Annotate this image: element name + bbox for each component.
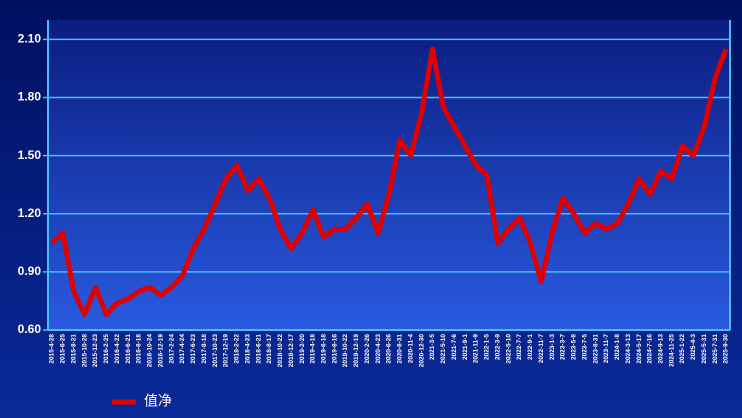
x-tick-label: 2017-4-24 xyxy=(179,334,186,364)
x-tick-label: 2020-8-31 xyxy=(397,334,404,364)
x-tick-label: 2023-5-8 xyxy=(571,334,578,360)
x-tick-label: 2015-4-28 xyxy=(49,334,56,364)
x-tick-label: 2024-5-17 xyxy=(636,334,643,364)
x-tick-label: 2024-7-16 xyxy=(647,334,654,364)
x-tick-label: 2018-2-22 xyxy=(234,334,241,364)
x-tick-label: 2023-3-7 xyxy=(560,334,567,360)
x-tick-label: 2019-2-20 xyxy=(299,334,306,364)
x-tick-label: 2024-11-25 xyxy=(668,334,675,367)
x-tick-label: 2017-6-23 xyxy=(190,334,197,364)
x-tick-label: 2020-11-4 xyxy=(407,334,414,364)
x-tick-label: 2020-6-26 xyxy=(386,334,393,364)
x-tick-label: 2022-9-1 xyxy=(527,334,534,360)
x-tick-label: 2019-10-22 xyxy=(342,334,349,368)
x-tick-label: 2025-1-22 xyxy=(679,334,686,364)
x-tick-label: 2022-1-5 xyxy=(484,334,491,360)
x-tick-label: 2017-10-23 xyxy=(212,334,219,368)
y-tick-label: 0.90 xyxy=(18,264,42,278)
x-tick-label: 2023-7-5 xyxy=(581,334,588,360)
x-tick-label: 2024-3-13 xyxy=(625,334,632,364)
legend-label: 值净 xyxy=(144,393,172,409)
x-tick-label: 2025-7-31 xyxy=(712,334,719,364)
x-tick-label: 2015-8-21 xyxy=(70,334,77,364)
x-tick-label: 2020-4-23 xyxy=(375,334,382,364)
x-tick-label: 2020-2-26 xyxy=(364,334,371,364)
x-tick-label: 2016-6-21 xyxy=(125,334,132,364)
x-tick-label: 2024-9-13 xyxy=(657,334,664,364)
x-tick-label: 2017-8-18 xyxy=(201,334,208,364)
y-tick-label: 1.20 xyxy=(18,206,42,220)
x-tick-label: 2015-12-23 xyxy=(92,334,99,368)
x-tick-label: 2017-12-19 xyxy=(223,334,230,368)
y-tick-label: 0.60 xyxy=(18,322,42,336)
x-tick-label: 2018-10-22 xyxy=(277,334,284,368)
x-tick-label: 2022-3-9 xyxy=(494,334,501,360)
plot-area xyxy=(48,20,730,330)
x-tick-label: 2018-6-21 xyxy=(255,334,262,364)
x-tick-label: 2016-12-19 xyxy=(157,334,164,368)
x-tick-label: 2021-11-9 xyxy=(473,334,480,364)
x-tick-label: 2016-8-18 xyxy=(136,334,143,364)
x-tick-label: 2022-7-7 xyxy=(516,334,523,360)
x-tick-label: 2023-8-31 xyxy=(592,334,599,364)
x-tick-label: 2025-4-3 xyxy=(690,334,697,360)
x-tick-label: 2022-5-10 xyxy=(505,334,512,364)
x-tick-label: 2021-7-6 xyxy=(451,334,458,360)
x-tick-label: 2016-4-22 xyxy=(114,334,121,364)
x-tick-label: 2025-5-31 xyxy=(701,334,708,364)
series-line xyxy=(50,46,729,317)
x-tick-label: 2023-1-3 xyxy=(549,334,556,360)
x-tick-label: 2016-2-25 xyxy=(103,334,110,364)
x-tick-label: 2023-11-7 xyxy=(603,334,610,364)
x-tick-label: 2015-6-25 xyxy=(60,334,67,364)
y-tick-label: 1.80 xyxy=(18,90,42,104)
x-tick-label: 2018-12-17 xyxy=(288,334,295,368)
x-tick-label: 2024-1-8 xyxy=(614,334,621,360)
x-tick-label: 2021-5-10 xyxy=(440,334,447,364)
x-tick-label: 2019-12-19 xyxy=(353,334,360,368)
x-tick-label: 2021-9-1 xyxy=(462,334,469,360)
x-tick-label: 2016-10-24 xyxy=(147,334,154,368)
x-tick-label: 2015-10-28 xyxy=(81,334,88,368)
x-tick-label: 2018-8-17 xyxy=(266,334,273,364)
x-tick-label: 2020-12-30 xyxy=(418,334,425,368)
x-tick-label: 2022-11-7 xyxy=(538,334,545,364)
x-tick-label: 2019-6-18 xyxy=(320,334,327,364)
y-tick-label: 1.50 xyxy=(18,148,42,162)
x-tick-label: 2018-4-23 xyxy=(244,334,251,364)
x-tick-label: 2021-3-5 xyxy=(429,334,436,360)
x-tick-label: 2019-4-18 xyxy=(310,334,317,364)
y-tick-label: 2.10 xyxy=(18,32,42,46)
x-tick-label: 2025-9-30 xyxy=(723,334,730,364)
x-tick-label: 2019-8-16 xyxy=(331,334,338,364)
x-tick-label: 2017-2-24 xyxy=(168,334,175,364)
